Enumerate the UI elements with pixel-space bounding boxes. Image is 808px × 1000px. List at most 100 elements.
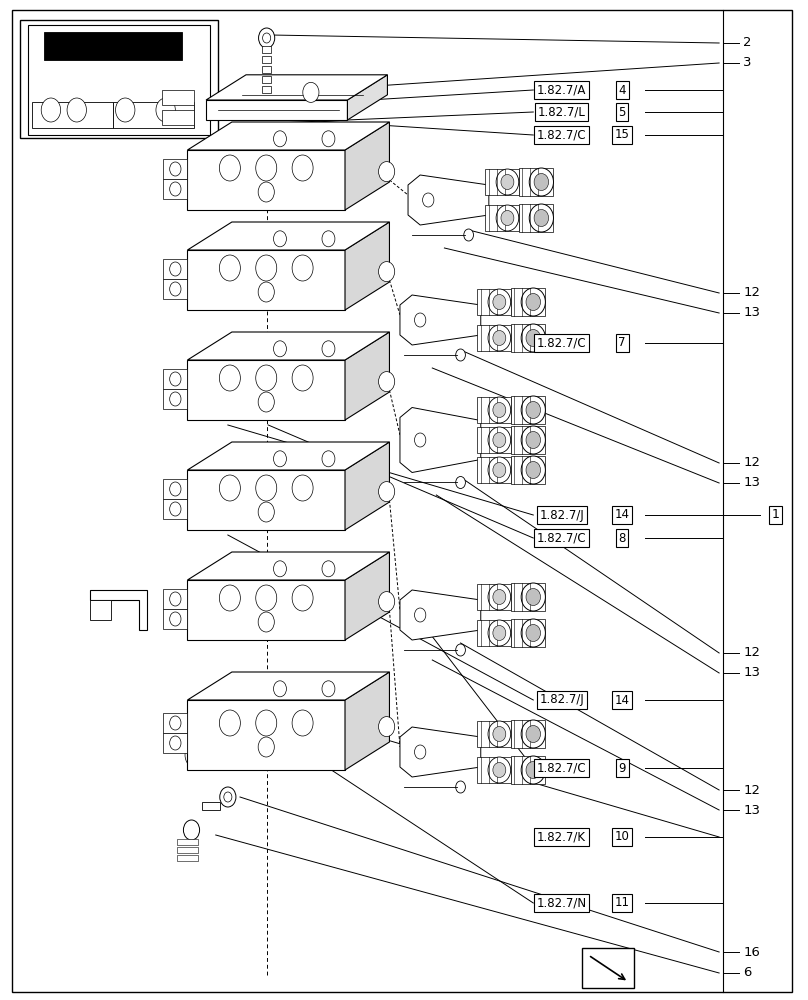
Text: 10: 10 xyxy=(615,830,629,844)
Text: 5: 5 xyxy=(618,105,626,118)
Polygon shape xyxy=(177,855,198,861)
Circle shape xyxy=(170,182,181,196)
Polygon shape xyxy=(187,250,345,310)
Circle shape xyxy=(255,710,276,736)
Ellipse shape xyxy=(493,589,506,604)
Text: 4: 4 xyxy=(618,84,626,97)
Polygon shape xyxy=(262,86,271,93)
Circle shape xyxy=(259,612,274,632)
Ellipse shape xyxy=(521,619,545,647)
Text: 14: 14 xyxy=(615,694,629,706)
Ellipse shape xyxy=(521,324,545,352)
Polygon shape xyxy=(511,583,545,611)
Polygon shape xyxy=(202,802,220,810)
Polygon shape xyxy=(262,46,271,53)
Circle shape xyxy=(464,229,473,241)
Circle shape xyxy=(209,742,230,768)
Polygon shape xyxy=(511,619,545,647)
Circle shape xyxy=(272,708,292,732)
Circle shape xyxy=(259,28,275,48)
Polygon shape xyxy=(400,727,481,777)
Polygon shape xyxy=(477,757,511,783)
Text: 13: 13 xyxy=(743,306,760,320)
Ellipse shape xyxy=(493,330,506,346)
Polygon shape xyxy=(477,457,511,483)
Circle shape xyxy=(415,745,426,759)
Polygon shape xyxy=(187,122,389,150)
Polygon shape xyxy=(206,100,347,120)
Polygon shape xyxy=(187,222,389,250)
Circle shape xyxy=(456,644,465,656)
Polygon shape xyxy=(163,499,187,519)
Ellipse shape xyxy=(526,462,541,479)
Ellipse shape xyxy=(521,456,545,484)
Text: 13: 13 xyxy=(743,666,760,680)
Circle shape xyxy=(170,502,181,516)
Circle shape xyxy=(322,341,335,357)
Polygon shape xyxy=(163,713,187,733)
Text: 1.82.7/K: 1.82.7/K xyxy=(537,830,586,844)
Polygon shape xyxy=(511,288,545,316)
Circle shape xyxy=(259,182,274,202)
Polygon shape xyxy=(163,479,187,499)
Polygon shape xyxy=(113,102,194,128)
Polygon shape xyxy=(187,360,345,420)
Circle shape xyxy=(170,612,181,626)
Ellipse shape xyxy=(526,330,541,347)
Ellipse shape xyxy=(488,620,511,646)
Circle shape xyxy=(415,608,426,622)
Text: 1: 1 xyxy=(772,508,780,522)
Polygon shape xyxy=(187,150,345,210)
Ellipse shape xyxy=(526,401,541,418)
Polygon shape xyxy=(187,442,389,470)
Circle shape xyxy=(379,482,395,502)
Circle shape xyxy=(303,82,319,102)
Circle shape xyxy=(233,708,252,732)
Circle shape xyxy=(259,392,274,412)
Circle shape xyxy=(292,475,314,501)
Bar xyxy=(20,20,218,138)
Circle shape xyxy=(456,476,465,488)
Circle shape xyxy=(170,372,181,386)
Polygon shape xyxy=(162,110,194,125)
Circle shape xyxy=(415,433,426,447)
Text: 1.82.7/C: 1.82.7/C xyxy=(537,762,587,774)
Text: 1.82.7/A: 1.82.7/A xyxy=(537,84,587,97)
Bar xyxy=(582,948,634,988)
Ellipse shape xyxy=(496,169,519,195)
Polygon shape xyxy=(519,168,553,196)
Polygon shape xyxy=(477,584,511,610)
Circle shape xyxy=(255,475,276,501)
Polygon shape xyxy=(163,589,187,609)
Circle shape xyxy=(170,592,181,606)
Circle shape xyxy=(322,231,335,247)
Polygon shape xyxy=(400,408,481,472)
Ellipse shape xyxy=(493,294,506,309)
Circle shape xyxy=(259,737,274,757)
Text: 8: 8 xyxy=(618,532,626,544)
Text: 7: 7 xyxy=(618,336,626,350)
Circle shape xyxy=(274,231,287,247)
Circle shape xyxy=(67,98,86,122)
Circle shape xyxy=(224,792,232,802)
Circle shape xyxy=(255,155,276,181)
Polygon shape xyxy=(206,75,388,100)
Text: 13: 13 xyxy=(743,477,760,489)
Ellipse shape xyxy=(488,325,511,351)
Polygon shape xyxy=(345,672,389,770)
Circle shape xyxy=(170,716,181,730)
Polygon shape xyxy=(477,721,511,747)
Circle shape xyxy=(170,392,181,406)
Ellipse shape xyxy=(493,726,506,742)
Polygon shape xyxy=(32,102,113,128)
Polygon shape xyxy=(163,609,187,629)
Polygon shape xyxy=(345,552,389,640)
Polygon shape xyxy=(511,396,545,424)
Ellipse shape xyxy=(529,168,553,196)
Circle shape xyxy=(259,282,274,302)
Circle shape xyxy=(185,742,206,768)
Circle shape xyxy=(379,162,395,182)
Ellipse shape xyxy=(493,402,506,417)
Text: 14: 14 xyxy=(615,508,629,522)
Text: 2: 2 xyxy=(743,36,752,49)
